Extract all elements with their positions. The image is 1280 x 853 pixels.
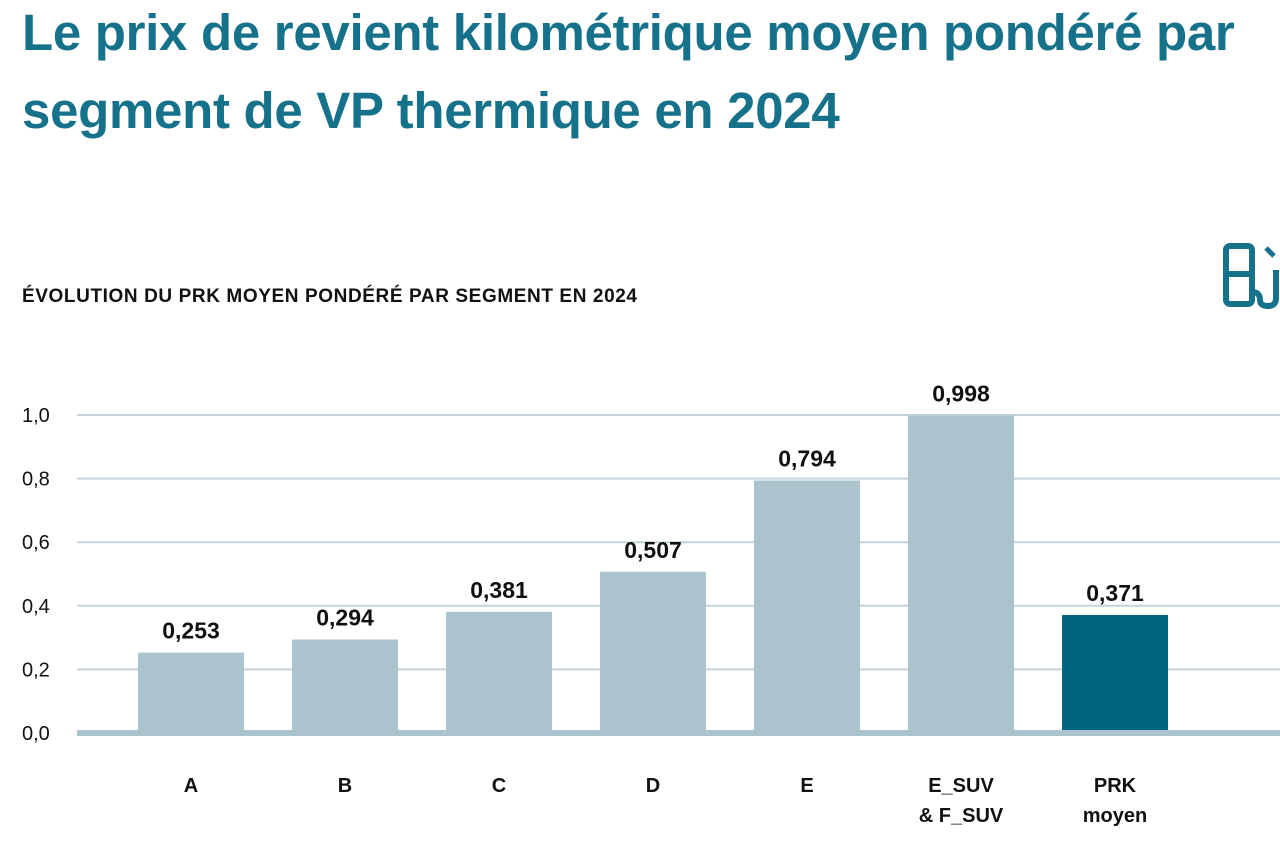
chart-title: ÉVOLUTION DU PRK MOYEN PONDÉRÉ PAR SEGME… bbox=[22, 286, 638, 307]
category-label: A bbox=[184, 775, 198, 797]
value-label: 0,294 bbox=[316, 605, 374, 631]
category-label: moyen bbox=[1083, 805, 1147, 827]
bar bbox=[446, 611, 552, 733]
value-label: 0,371 bbox=[1086, 580, 1144, 606]
y-tick-label: 1,0 bbox=[22, 405, 50, 427]
category-label: C bbox=[492, 775, 506, 797]
y-tick-label: 0,6 bbox=[22, 532, 50, 554]
category-label: & F_SUV bbox=[919, 805, 1004, 827]
bar bbox=[138, 652, 244, 733]
category-label: B bbox=[338, 775, 352, 797]
bar bbox=[600, 571, 706, 733]
fuel-pump-icon bbox=[1222, 240, 1280, 315]
bar bbox=[292, 639, 398, 733]
value-label: 0,998 bbox=[932, 381, 990, 407]
bar bbox=[754, 480, 860, 733]
y-tick-label: 0,0 bbox=[22, 723, 50, 745]
value-label: 0,794 bbox=[778, 446, 836, 472]
category-label: D bbox=[646, 775, 660, 797]
bar bbox=[908, 415, 1014, 733]
value-label: 0,507 bbox=[624, 537, 682, 563]
page-title: Le prix de revient kilométrique moyen po… bbox=[22, 4, 1235, 139]
value-label: 0,253 bbox=[162, 618, 220, 644]
y-tick-label: 0,8 bbox=[22, 469, 50, 491]
value-label: 0,381 bbox=[470, 577, 528, 603]
bar-chart: 0,0 0,2 0,4 0,6 0,8 1,0 0,253 A 0,294 B 0,381 C 0,50… bbox=[22, 381, 1280, 827]
category-label: PRK bbox=[1094, 775, 1137, 797]
bar bbox=[1062, 615, 1168, 733]
y-tick-label: 0,4 bbox=[22, 596, 50, 618]
category-label: E_SUV bbox=[928, 775, 994, 797]
y-tick-label: 0,2 bbox=[22, 659, 50, 681]
category-label: E bbox=[800, 775, 813, 797]
